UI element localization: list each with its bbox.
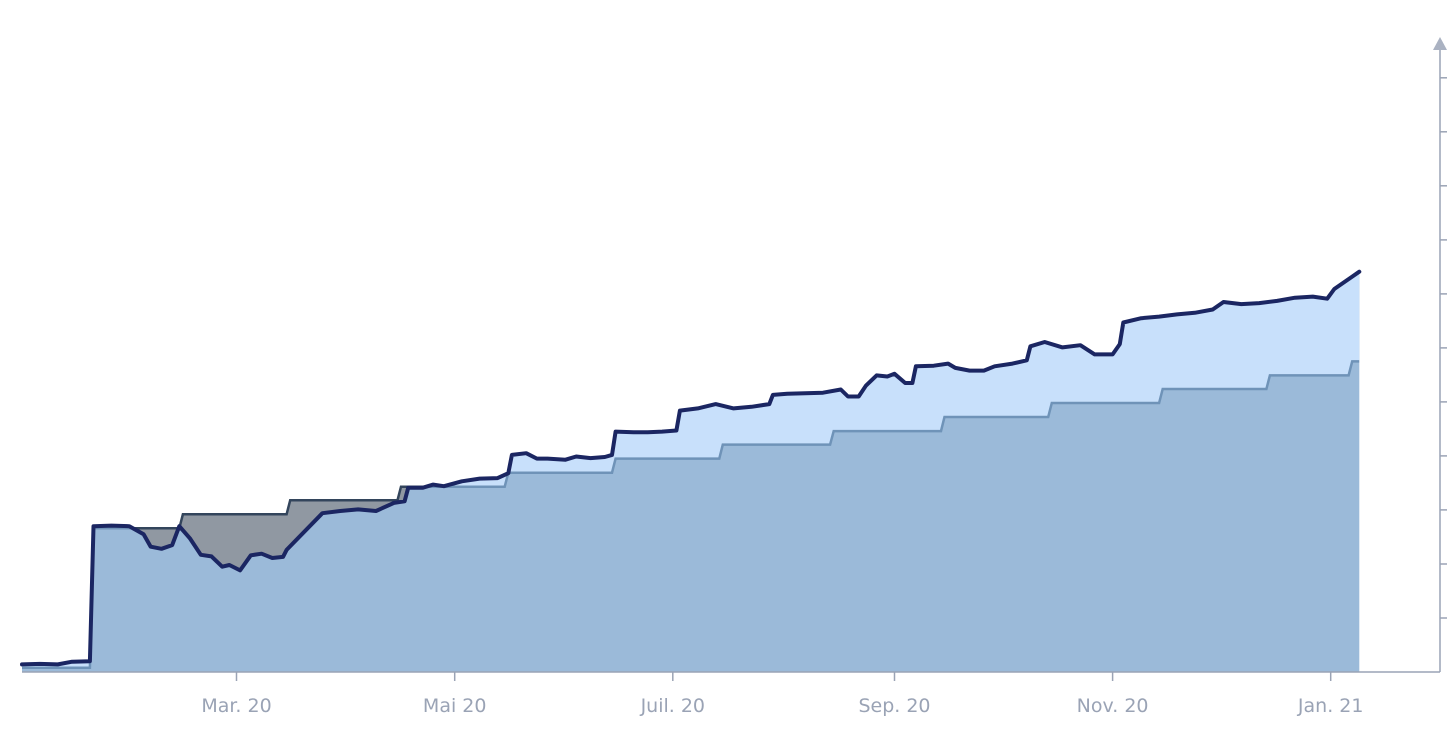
portfolio-value-line [20, 269, 1362, 667]
x-tick-label: Mai 20 [423, 695, 487, 717]
x-tick-label: Juil. 20 [640, 695, 705, 717]
x-axis-ticks: Mar. 20 Mai 20 Juil. 20 Sep. 20 Nov. 20 Jan. … [201, 672, 1363, 717]
axes [22, 37, 1447, 673]
x-tick-label: Jan. 21 [1297, 695, 1364, 717]
x-tick-label: Sep. 20 [858, 695, 930, 717]
x-tick-label: Mar. 20 [201, 695, 271, 717]
y-axis-arrow-icon [1433, 37, 1447, 50]
gain-area [22, 271, 1360, 668]
x-tick-label: Nov. 20 [1077, 695, 1149, 717]
plot-area [20, 269, 1362, 672]
